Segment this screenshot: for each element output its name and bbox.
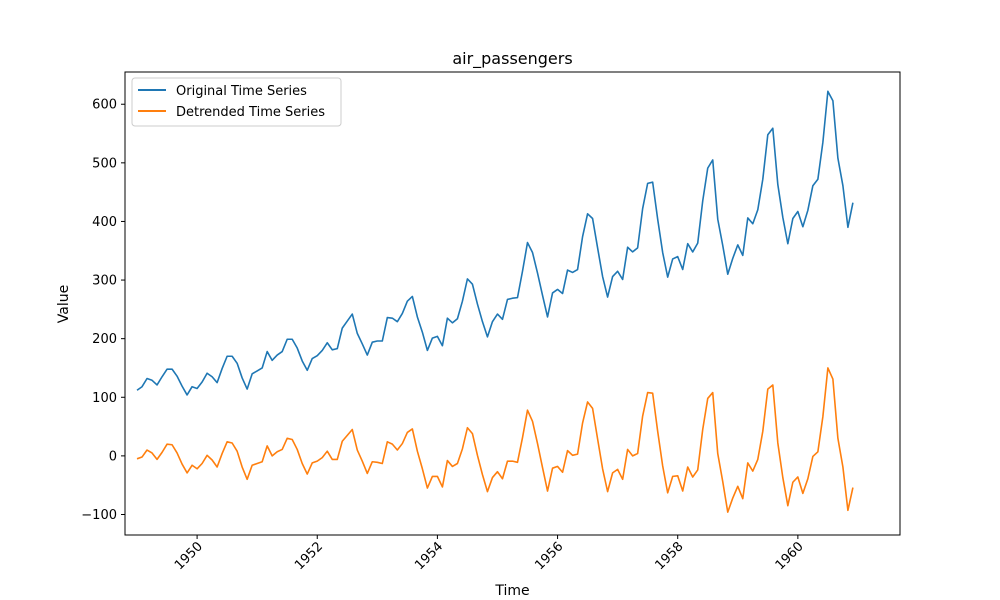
x-axis-label: Time (494, 583, 529, 599)
series-lines (136, 90, 854, 513)
series-line-detrended (136, 367, 854, 513)
y-tick-label: −100 (81, 508, 117, 523)
y-tick-label: 500 (92, 156, 117, 171)
y-tick-label: 200 (92, 332, 117, 347)
y-axis-label: Value (56, 285, 72, 323)
y-tick-label: 0 (109, 449, 117, 464)
series-line-original (136, 90, 854, 396)
plot-frame (124, 71, 901, 536)
y-tick-label: 100 (92, 391, 117, 406)
y-axis: −100 0 100 200 300 400 500 600 (81, 98, 125, 523)
y-tick-label: 300 (92, 274, 117, 289)
y-tick-label: 400 (92, 215, 117, 230)
legend-label-original: Original Time Series (176, 84, 307, 99)
legend-box (131, 77, 342, 127)
y-tick-label: 600 (92, 98, 117, 113)
chart-title: air_passengers (452, 49, 572, 69)
legend-label-detrended: Detrended Time Series (176, 105, 325, 120)
legend: Original Time Series Detrended Time Seri… (131, 77, 342, 127)
